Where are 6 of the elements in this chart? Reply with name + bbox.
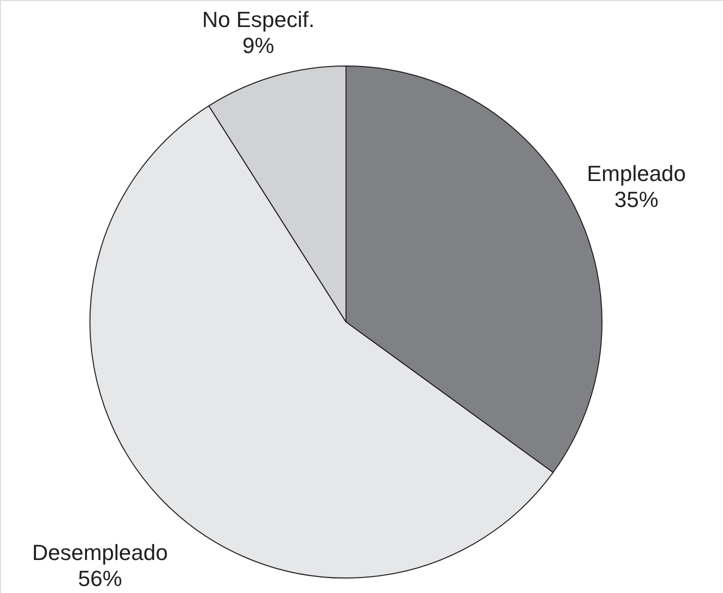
slice-label: Empleado (586, 161, 686, 186)
data-label: 35% (614, 187, 658, 212)
slice-label: Desempleado (32, 540, 168, 566)
data-label: 9% (242, 33, 274, 58)
slice-label: No Especif. (202, 7, 315, 32)
data-label: 56% (78, 566, 122, 592)
